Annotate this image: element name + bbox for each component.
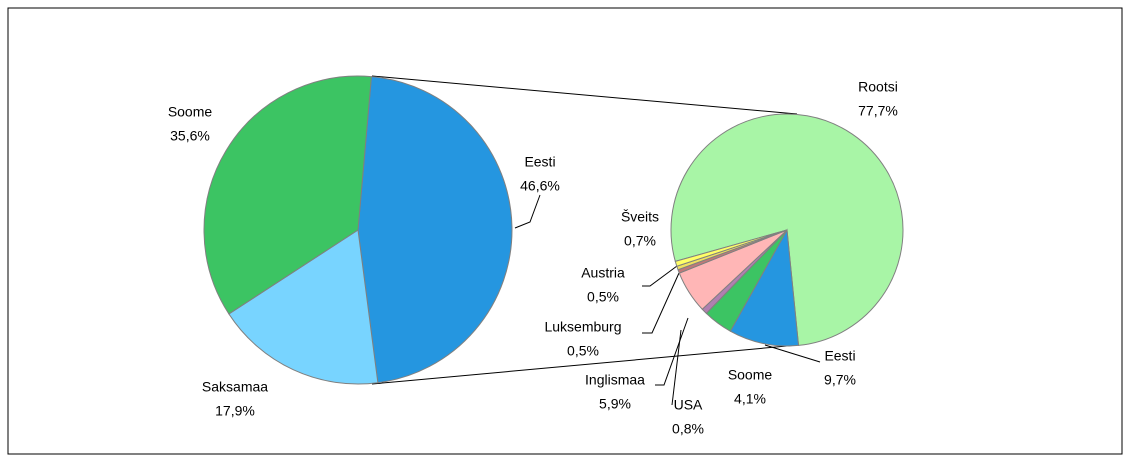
- slice-label: Soome: [728, 367, 773, 383]
- leader-line: [655, 317, 689, 386]
- pie-slice: [674, 229, 788, 267]
- slice-label: Šveits: [621, 209, 659, 225]
- leader-line: [642, 272, 680, 334]
- slice-value-label: 0,7%: [624, 233, 656, 249]
- leader-line: [764, 344, 821, 363]
- leader-line: [642, 265, 678, 287]
- slice-value-label: 35,6%: [170, 128, 210, 144]
- slice-label: Luksemburg: [544, 319, 621, 335]
- slice-value-label: 9,7%: [824, 372, 856, 388]
- slice-label: Eesti: [524, 154, 555, 170]
- slice-value-label: 77,7%: [858, 103, 898, 119]
- pie-slice: [357, 76, 513, 384]
- slice-label: USA: [674, 397, 703, 413]
- pie-slice: [203, 75, 372, 315]
- slice-value-label: 0,5%: [567, 343, 599, 359]
- slice-value-label: 17,9%: [215, 403, 255, 419]
- connector-line: [371, 344, 799, 385]
- slice-label: Saksamaa: [202, 379, 268, 395]
- chart-frame: [7, 7, 1123, 455]
- slice-value-label: 0,5%: [587, 289, 619, 305]
- connector-line: [371, 75, 798, 115]
- slice-value-label: 4,1%: [734, 391, 766, 407]
- pie-slice: [228, 229, 379, 385]
- slice-label: Austria: [581, 265, 625, 281]
- slice-label: Soome: [168, 104, 213, 120]
- slice-value-label: 0,8%: [672, 421, 704, 437]
- slice-value-label: 5,9%: [599, 396, 631, 412]
- leader-line: [514, 194, 541, 229]
- slice-label: Eesti: [824, 348, 855, 364]
- slice-label: Rootsi: [858, 79, 898, 95]
- slice-value-label: 46,6%: [520, 178, 560, 194]
- slice-label: Inglismaa: [585, 372, 645, 388]
